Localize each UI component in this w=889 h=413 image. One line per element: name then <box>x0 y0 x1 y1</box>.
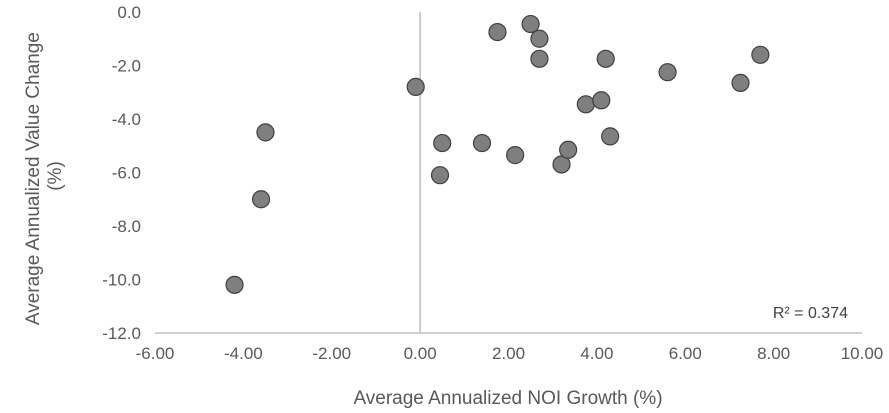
data-point <box>406 77 425 97</box>
x-tick-labels: -6.00 -4.00 -2.00 0.00 2.00 4.00 6.00 8.00 10.00 <box>136 344 884 363</box>
data-point <box>592 91 611 110</box>
data-point <box>521 14 540 34</box>
y-axis-title-line-2: (%) <box>45 161 66 191</box>
y-tick-label: 0.0 <box>117 3 141 22</box>
x-tick-label: -4.00 <box>224 344 263 363</box>
data-point <box>596 49 615 68</box>
y-tick-label: -10.0 <box>102 271 141 290</box>
y-tick-labels: 0.0 -2.0 -4.0 -6.0 -8.0 -10.0 -12.0 <box>102 3 141 343</box>
data-point <box>751 45 770 64</box>
data-point <box>256 123 275 142</box>
y-tick-label: -8.0 <box>112 217 141 236</box>
x-tick-label: -6.00 <box>136 344 175 363</box>
y-tick-label: -6.0 <box>112 164 141 183</box>
data-point <box>530 29 549 48</box>
data-point <box>433 133 452 153</box>
x-tick-label: -2.00 <box>312 344 351 363</box>
y-tick-label: -2.0 <box>112 57 141 76</box>
data-points <box>225 14 770 294</box>
y-tick-label: -4.0 <box>112 110 141 129</box>
data-point <box>658 63 677 82</box>
y-axis-title-line-1: Average Annualized Value Change <box>23 32 44 325</box>
data-point <box>506 146 525 165</box>
r-squared-annotation: R² = 0.374 <box>773 305 848 322</box>
x-tick-label: 8.00 <box>757 344 790 363</box>
data-point <box>430 166 450 185</box>
data-point <box>488 22 507 42</box>
x-tick-label: 2.00 <box>492 344 525 363</box>
data-point <box>530 49 549 68</box>
axes <box>155 12 862 334</box>
data-point <box>472 133 492 153</box>
x-tick-label: 0.00 <box>404 344 437 363</box>
x-tick-label: 4.00 <box>580 344 613 363</box>
x-tick-label: 10.00 <box>841 344 884 363</box>
data-point <box>601 127 620 146</box>
data-point <box>251 190 271 209</box>
data-point <box>576 95 595 114</box>
data-point <box>731 73 750 92</box>
data-point <box>225 275 244 294</box>
x-tick-label: 6.00 <box>669 344 702 363</box>
data-point <box>559 140 578 159</box>
y-axis-title: Average Annualized Value Change (%) <box>23 27 66 325</box>
x-axis-title: Average Annualized NOI Growth (%) <box>353 388 662 409</box>
y-tick-label: -12.0 <box>102 324 141 343</box>
